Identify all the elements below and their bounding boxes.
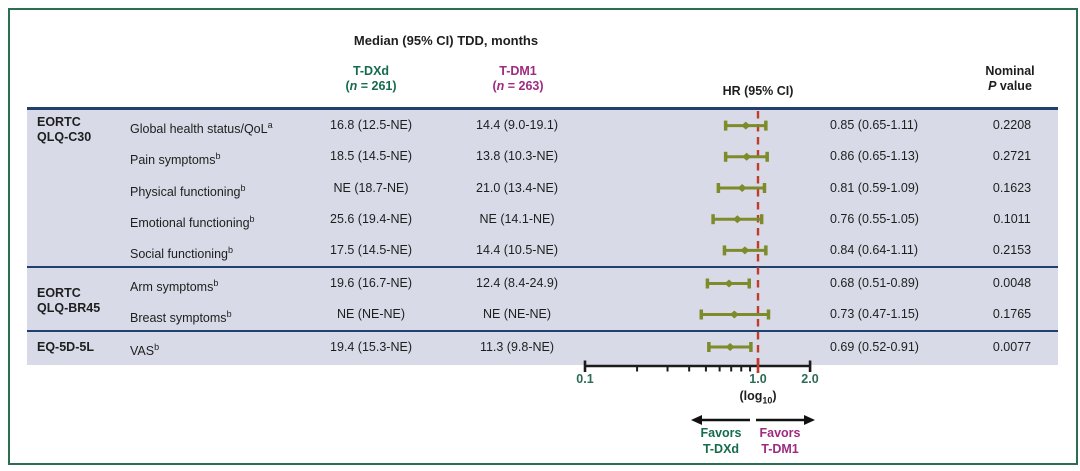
figure-title: Median (95% CI) TDD, months — [353, 33, 539, 48]
group-separator-line — [27, 330, 1058, 332]
figure-border — [8, 8, 1078, 465]
tdm1-name: T-DM1 — [499, 64, 537, 78]
axis-tick-label: 0.1 — [576, 372, 594, 386]
p-value: 0.1623 — [992, 180, 1032, 195]
column-header-pvalue: Nominal P value — [985, 64, 1035, 93]
hr-point-marker — [732, 215, 742, 224]
row-label: Global health status/QoLa — [130, 120, 273, 137]
hr-ci-value: 0.84 (0.64-1.11) — [830, 242, 919, 257]
hr-point-marker — [729, 310, 739, 319]
hr-point-marker — [741, 121, 751, 130]
p-value: 0.0077 — [992, 339, 1032, 354]
tdxd-value: 19.4 (15.3-NE) — [330, 339, 412, 354]
group-label: EQ-5D-5L — [37, 340, 94, 354]
footnote-superscript: b — [215, 151, 221, 162]
hr-point-marker — [737, 184, 747, 192]
footnote-superscript: b — [226, 309, 232, 319]
axis-scale-label: (log10) — [739, 389, 777, 406]
table-row: Pain symptomsb 18.5 (14.5-NE) 13.8 (10.3… — [0, 141, 1080, 172]
hr-ci-value: 0.76 (0.55-1.05) — [830, 211, 919, 226]
footnote-superscript: b — [240, 182, 246, 193]
p-value: 0.1765 — [992, 307, 1032, 321]
row-label: Arm symptomsb — [130, 278, 219, 294]
tdxd-value: NE (18.7-NE) — [333, 180, 409, 195]
hr-point-marker — [740, 246, 750, 255]
row-label: Breast symptomsb — [130, 309, 232, 325]
tdxd-value: 25.6 (19.4-NE) — [330, 211, 412, 226]
tdm1-value: NE (14.1-NE) — [479, 211, 555, 226]
row-label: Pain symptomsb — [130, 151, 221, 168]
group-separator-line — [27, 266, 1058, 268]
footnote-superscript: b — [213, 278, 219, 288]
tdxd-n: (n = 261) — [345, 79, 397, 93]
footnote-superscript: b — [227, 244, 233, 255]
tdxd-value: 18.5 (14.5-NE) — [330, 149, 412, 164]
row-label: Physical functioningb — [130, 182, 246, 199]
favors-tdxd-label: Favors T-DXd — [700, 426, 742, 456]
hr-ci-value: 0.81 (0.59-1.09) — [830, 180, 919, 195]
column-header-tdm1: T-DM1 (n = 263) — [443, 64, 593, 94]
hr-ci-value: 0.69 (0.52-0.91) — [830, 339, 919, 354]
tdxd-value: NE (NE-NE) — [336, 307, 406, 321]
table-row: Arm symptomsb 19.6 (16.7-NE) 12.4 (8.4-2… — [0, 268, 1080, 299]
tdm1-value: 14.4 (9.0-19.1) — [476, 118, 558, 133]
axis-tick-label: 1.0 — [749, 372, 767, 386]
tdm1-value: 12.4 (8.4-24.9) — [476, 276, 558, 290]
tdxd-value: 17.5 (14.5-NE) — [330, 242, 412, 257]
table-row: Breast symptomsb NE (NE-NE) NE (NE-NE) 0… — [0, 299, 1080, 330]
tdm1-value: 11.3 (9.8-NE) — [479, 339, 555, 354]
tdm1-value: NE (NE-NE) — [482, 307, 552, 321]
group-label: EORTC QLQ-C30 — [37, 115, 92, 144]
hr-ci-value: 0.85 (0.65-1.11) — [830, 118, 919, 133]
footnote-superscript: b — [249, 213, 255, 224]
column-header-tdxd: T-DXd (n = 261) — [296, 64, 446, 94]
table-shaded-band — [27, 107, 1058, 365]
hr-ci-value: 0.86 (0.65-1.13) — [830, 149, 919, 164]
tdxd-name: T-DXd — [352, 64, 390, 78]
column-header-hr: HR (95% CI) — [722, 84, 794, 98]
favors-right-arrowhead — [804, 415, 815, 425]
table-row: VASb 19.4 (15.3-NE) 11.3 (9.8-NE) 0.69 (… — [0, 332, 1080, 363]
hr-point-marker — [724, 279, 734, 288]
p-value: 0.2721 — [992, 149, 1032, 164]
tdm1-value: 14.4 (10.5-NE) — [476, 242, 558, 257]
p-value: 0.0048 — [992, 276, 1032, 290]
p-value: 0.1011 — [993, 211, 1031, 226]
tdxd-value: 19.6 (16.7-NE) — [330, 276, 412, 290]
footnote-superscript: b — [154, 341, 160, 352]
hr-point-marker — [725, 343, 735, 351]
group-label: EORTC QLQ-BR45 — [37, 286, 101, 315]
p-value: 0.2208 — [992, 118, 1032, 133]
table-row: Emotional functioningb 25.6 (19.4-NE) NE… — [0, 204, 1080, 235]
tdm1-n: (n = 263) — [492, 79, 544, 93]
hr-ci-value: 0.68 (0.51-0.89) — [830, 276, 919, 290]
hr-point-marker — [742, 152, 752, 161]
p-value: 0.2153 — [992, 242, 1032, 257]
tdm1-value: 13.8 (10.3-NE) — [476, 149, 558, 164]
favors-tdm1-label: Favors T-DM1 — [759, 426, 801, 456]
axis-tick-label: 2.0 — [801, 372, 819, 386]
tdxd-value: 16.8 (12.5-NE) — [330, 118, 412, 133]
favors-left-arrowhead — [691, 415, 702, 425]
tdm1-value: 21.0 (13.4-NE) — [476, 180, 558, 195]
table-row: Global health status/QoLa 16.8 (12.5-NE)… — [0, 110, 1080, 141]
table-row: Physical functioningb NE (18.7-NE) 21.0 … — [0, 173, 1080, 204]
row-label: Social functioningb — [130, 244, 233, 261]
footnote-superscript: a — [267, 120, 273, 131]
hr-ci-value: 0.73 (0.47-1.15) — [830, 307, 919, 321]
table-row: Social functioningb 17.5 (14.5-NE) 14.4 … — [0, 235, 1080, 266]
row-label: VASb — [130, 341, 160, 358]
row-label: Emotional functioningb — [130, 213, 255, 230]
